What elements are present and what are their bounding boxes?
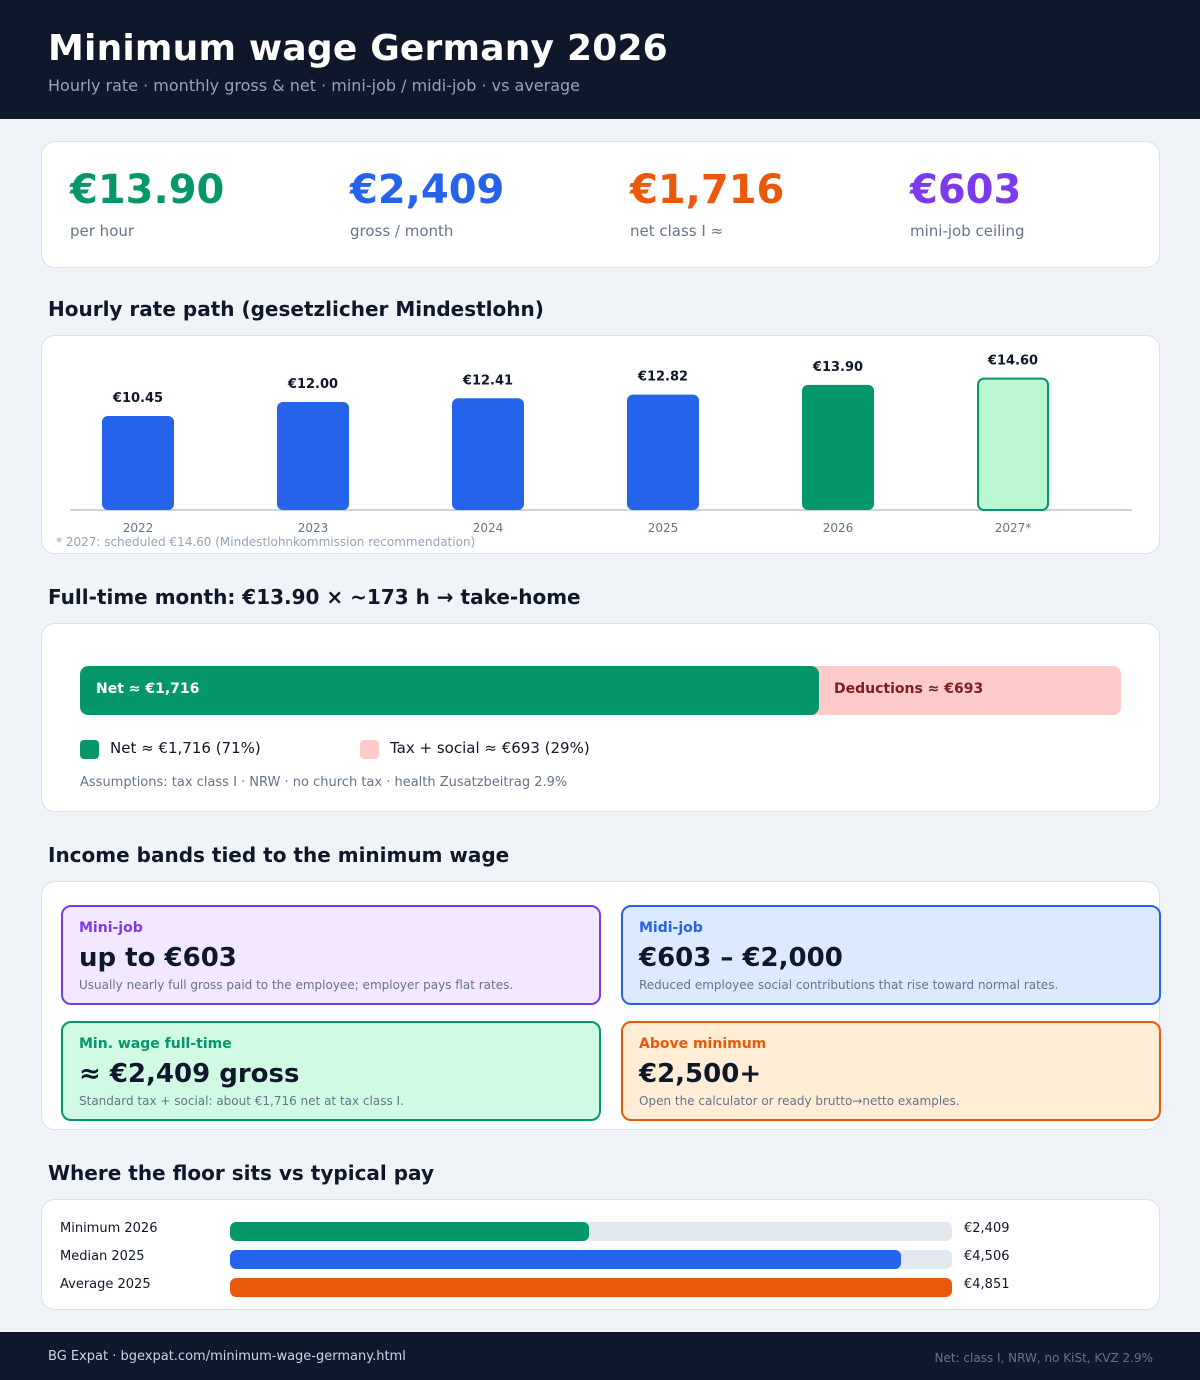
- x-tick-label: 2024: [473, 521, 504, 535]
- x-tick-label: 2022: [123, 521, 154, 535]
- x-tick-label: 2027*: [995, 521, 1032, 535]
- band-title: Above minimum: [639, 1036, 767, 1052]
- assumptions-note: Assumptions: tax class I · NRW · no chur…: [80, 775, 568, 790]
- band-midi-job: Midi-job €603 – €2,000 Reduced employee …: [621, 905, 1161, 1005]
- page-header: Minimum wage Germany 2026 Hourly rate · …: [0, 0, 1200, 119]
- stat-label: gross / month: [350, 222, 454, 240]
- band-description: Reduced employee social contributions th…: [639, 978, 1059, 992]
- stat-label: per hour: [70, 222, 135, 240]
- comparison-bar: [230, 1278, 952, 1297]
- legend-deductions: Tax + social ≈ €693 (29%): [390, 739, 590, 757]
- deductions-segment-label: Deductions ≈ €693: [834, 681, 984, 697]
- chart-footnote: * 2027: scheduled €14.60 (Mindestlohnkom…: [56, 535, 476, 549]
- bar-2024: [452, 398, 524, 510]
- take-home-card: Net ≈ €1,716 Deductions ≈ €693 Net ≈ €1,…: [41, 623, 1160, 812]
- footer-note: Net: class I, NRW, no KiSt, KVZ 2.9%: [934, 1351, 1153, 1365]
- comparison-track: [230, 1278, 952, 1297]
- data-label: €12.00: [287, 377, 338, 392]
- stat-hourly: €13.90 per hour: [70, 166, 224, 240]
- footer-source: BG Expat · bgexpat.com/minimum-wage-germ…: [48, 1349, 406, 1364]
- legend-net: Net ≈ €1,716 (71%): [110, 739, 261, 757]
- stat-net: €1,716 net class I ≈: [630, 166, 784, 240]
- band-description: Usually nearly full gross paid to the em…: [79, 978, 514, 992]
- section-title-hourly: Hourly rate path (gesetzlicher Mindestlo…: [48, 297, 544, 321]
- section-title-month: Full-time month: €13.90 × ~173 h → take-…: [48, 585, 581, 609]
- page-title: Minimum wage Germany 2026: [48, 28, 668, 69]
- comparison-bar: [230, 1222, 589, 1241]
- stat-value: €603: [910, 167, 1022, 213]
- band-value: ≈ €2,409 gross: [79, 1059, 300, 1089]
- comparison-track: [230, 1222, 952, 1241]
- x-tick-label: 2025: [648, 521, 679, 535]
- page-footer: BG Expat · bgexpat.com/minimum-wage-germ…: [0, 1332, 1200, 1380]
- band-description: Standard tax + social: about €1,716 net …: [79, 1094, 404, 1108]
- key-stats-card: €13.90 per hour €2,409 gross / month €1,…: [41, 141, 1160, 268]
- data-label: €10.45: [112, 391, 163, 406]
- x-tick-label: 2023: [298, 521, 329, 535]
- bar-2027: [977, 377, 1049, 511]
- net-segment: Net ≈ €1,716: [80, 666, 819, 715]
- data-label: €12.82: [637, 370, 688, 385]
- band-title: Min. wage full-time: [79, 1036, 232, 1052]
- comparison-label: Average 2025: [60, 1277, 151, 1292]
- legend-swatch-deductions: [360, 740, 379, 759]
- band-value: €603 – €2,000: [639, 943, 843, 973]
- stat-value: €1,716: [630, 167, 785, 213]
- stat-label: net class I ≈: [630, 222, 724, 240]
- band-title: Midi-job: [639, 920, 703, 936]
- band-above-minimum: Above minimum €2,500+ Open the calculato…: [621, 1021, 1161, 1121]
- band-min-wage-full-time: Min. wage full-time ≈ €2,409 gross Stand…: [61, 1021, 601, 1121]
- band-description: Open the calculator or ready brutto→nett…: [639, 1094, 960, 1108]
- comparison-bar: [230, 1250, 901, 1269]
- hourly-rate-chart: €10.45 2022 €12.00 2023 €12.41 2024 €12.82 2025…: [41, 335, 1160, 554]
- stat-value: €13.90: [70, 167, 225, 213]
- stat-gross-month: €2,409 gross / month: [350, 166, 504, 240]
- section-title-compare: Where the floor sits vs typical pay: [48, 1161, 434, 1185]
- bar-2026: [802, 384, 874, 510]
- stat-value: €2,409: [350, 167, 505, 213]
- legend-swatch-net: [80, 740, 99, 759]
- data-label: €13.90: [812, 360, 863, 375]
- comparison-label: Median 2025: [60, 1249, 145, 1264]
- stat-label: mini-job ceiling: [910, 222, 1025, 240]
- data-label: €14.60: [987, 354, 1038, 369]
- comparison-track: [230, 1250, 952, 1269]
- stat-minijob: €603 mini-job ceiling: [910, 166, 1025, 240]
- band-value: €2,500+: [639, 1059, 762, 1089]
- section-title-bands: Income bands tied to the minimum wage: [48, 843, 510, 867]
- band-mini-job: Mini-job up to €603 Usually nearly full …: [61, 905, 601, 1005]
- x-tick-label: 2026: [823, 521, 854, 535]
- band-value: up to €603: [79, 943, 237, 973]
- income-bands-card: Mini-job up to €603 Usually nearly full …: [41, 881, 1161, 1130]
- comparison-value: €2,409: [964, 1221, 1010, 1236]
- comparison-value: €4,506: [964, 1249, 1010, 1264]
- band-title: Mini-job: [79, 920, 143, 936]
- bar-2025: [627, 394, 699, 510]
- take-home-bar: Net ≈ €1,716 Deductions ≈ €693: [80, 666, 1121, 715]
- comparison-value: €4,851: [964, 1277, 1010, 1292]
- comparison-label: Minimum 2026: [60, 1221, 158, 1236]
- bar-2022: [102, 415, 174, 510]
- bar-2023: [277, 402, 349, 510]
- data-label: €12.41: [462, 373, 513, 388]
- pay-comparison-card: Minimum 2026 €2,409 Median 2025 €4,506 A…: [41, 1199, 1160, 1310]
- net-segment-label: Net ≈ €1,716: [96, 681, 200, 697]
- hourly-rate-svg: €10.45 2022 €12.00 2023 €12.41 2024 €12.82 2025…: [70, 354, 1132, 535]
- page-subtitle: Hourly rate · monthly gross & net · mini…: [48, 76, 581, 95]
